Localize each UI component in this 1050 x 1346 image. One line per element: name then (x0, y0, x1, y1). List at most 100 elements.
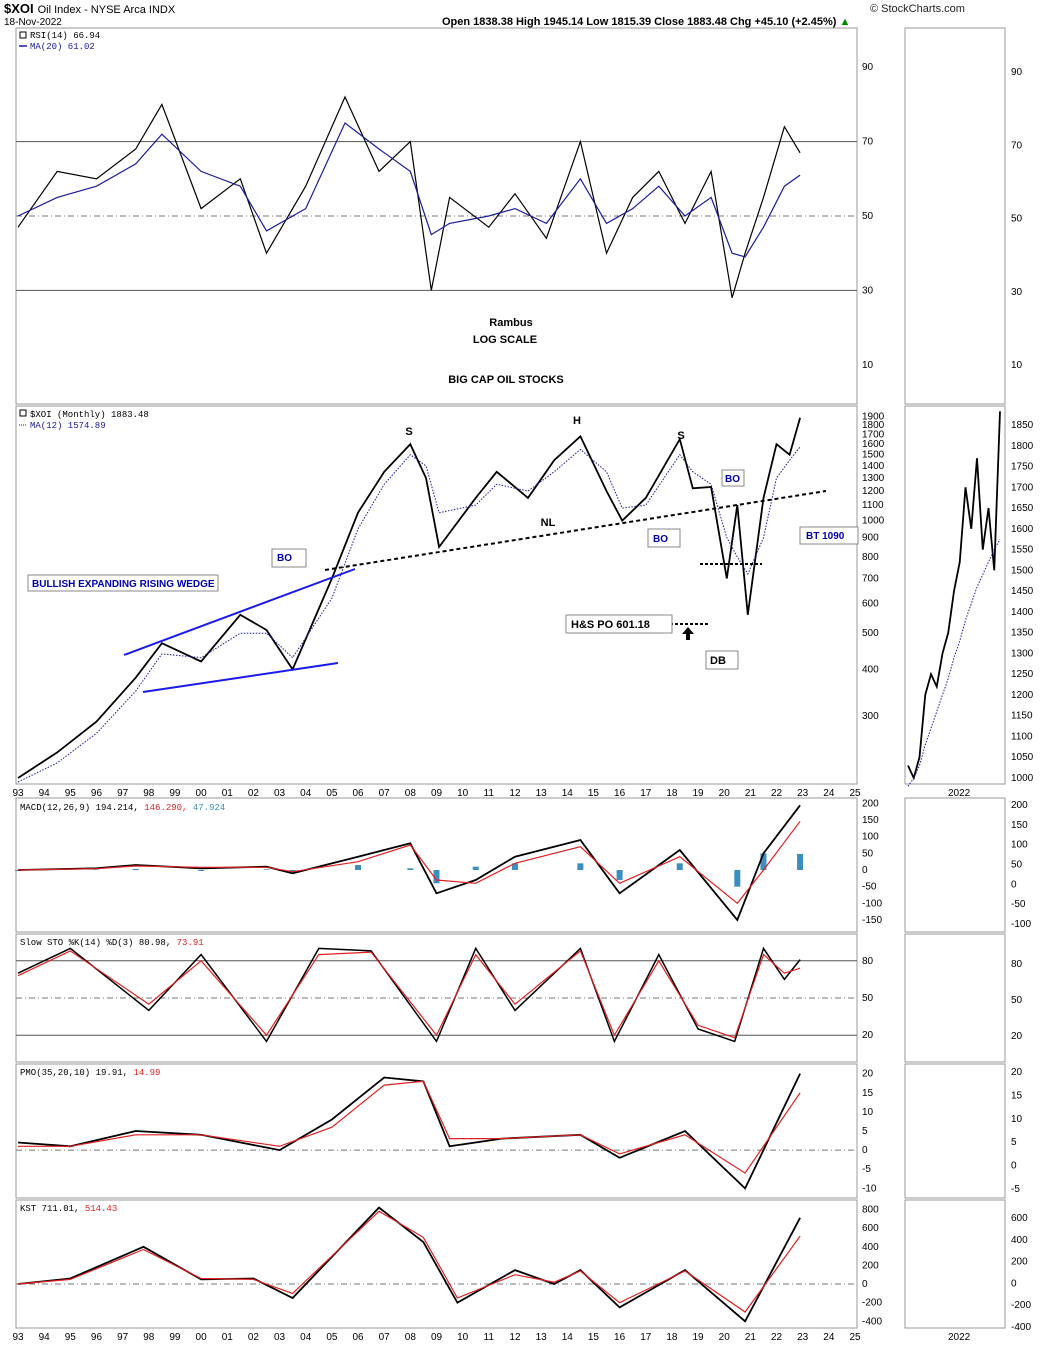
x-tick-label: 15 (588, 1332, 600, 1343)
side-macd-tick: 50 (1011, 860, 1023, 871)
side-rsi-tick: 70 (1011, 140, 1023, 151)
price-ytick-label: 1200 (862, 486, 885, 497)
x-tick-label: 94 (39, 1332, 51, 1343)
price-panel (15, 405, 858, 785)
x-tick-label: 05 (326, 788, 338, 799)
side-pmo-tick: 0 (1011, 1161, 1017, 1172)
kst-ytick-label: 600 (862, 1223, 879, 1234)
x-tick-label: 21 (745, 1332, 757, 1343)
x-tick-label: 10 (457, 788, 469, 799)
x-tick-label: 19 (693, 788, 705, 799)
wedge-lines (123, 568, 356, 693)
macd-hist-bar (433, 870, 440, 884)
price-ytick-label: 1800 (862, 420, 885, 431)
macd-legend-name: MACD(12,26,9) (20, 803, 90, 813)
x-tick-label: 10 (457, 1332, 469, 1343)
chart-date: 18-Nov-2022 (4, 17, 62, 28)
rsi-ytick-label: 70 (862, 137, 874, 148)
note-log-scale: LOG SCALE (473, 334, 537, 346)
rsi-series-line-1 (17, 95, 801, 298)
rsi-legend-label: RSI(14) 66.94 (30, 31, 100, 41)
side-rsi-panel (904, 27, 1006, 405)
wedge-label: BULLISH EXPANDING RISING WEDGE (32, 579, 215, 590)
side-price-tick: 1300 (1011, 648, 1034, 659)
bo-label-1: BO (277, 553, 292, 564)
kst-ytick-label: 800 (862, 1204, 879, 1215)
bt-label: BT 1090 (806, 531, 845, 542)
x-tick-label: 20 (719, 788, 731, 799)
x-tick-label: 95 (65, 1332, 77, 1343)
x-tick-label: 24 (823, 1332, 835, 1343)
pmo-ytick-label: -10 (862, 1183, 877, 1194)
ohlc-values: Open 1838.38 High 1945.14 Low 1815.39 Cl… (442, 16, 837, 28)
side-price-tick: 1750 (1011, 462, 1034, 473)
side-pmo-tick: 20 (1011, 1067, 1023, 1078)
x-tick-label: 04 (300, 1332, 312, 1343)
x-tick-label: 22 (771, 1332, 783, 1343)
macd-hist-bar (407, 868, 414, 870)
x-tick-label: 14 (562, 788, 574, 799)
rsi-legend: RSI(14) 66.94 MA(20) 61.02 (19, 31, 100, 52)
price-legend-label: $XOI (Monthly) 1883.48 (30, 410, 149, 420)
price-ytick-label: 900 (862, 533, 879, 544)
bt-callout: BT 1090 (799, 526, 859, 545)
price-ytick-label: 500 (862, 628, 879, 639)
x-tick-label: 98 (143, 1332, 155, 1343)
x-tick-label: 93 (12, 788, 24, 799)
stoch-legend: Slow STO %K(14) %D(3) 80.98, 73.91 (20, 938, 204, 948)
kst-legend-v2: 514.43 (85, 1204, 117, 1214)
side-kst-panel (904, 1199, 1006, 1329)
kst-ytick-label: -200 (862, 1298, 882, 1309)
side-price-tick: 1150 (1011, 711, 1033, 722)
side-kst-tick: 600 (1011, 1213, 1028, 1224)
side-price-tick: 1250 (1011, 669, 1034, 680)
pmo-panel (15, 1063, 858, 1199)
kst-ytick-label: 200 (862, 1260, 879, 1271)
ohlc-readout: Open 1838.38 High 1945.14 Low 1815.39 Cl… (442, 16, 850, 28)
x-tick-label: 07 (379, 1332, 391, 1343)
wedge-upper-line (123, 568, 356, 656)
price-ma-legend-label: MA(12) 1574.89 (30, 421, 106, 431)
price-ytick-label: 1300 (862, 473, 885, 484)
macd-ytick-label: 200 (862, 798, 879, 809)
macd-ytick-label: -150 (862, 915, 882, 926)
pmo-legend-v2: 14.99 (133, 1068, 160, 1078)
x-tick-label: 00 (196, 788, 208, 799)
pmo-legend-v1: 19.91, (96, 1068, 128, 1078)
macd-hist-bar (472, 866, 479, 870)
x-tick-label: 25 (849, 788, 861, 799)
macd-ytick-label: 50 (862, 848, 874, 859)
x-tick-label: 09 (431, 788, 443, 799)
x-tick-label: 06 (352, 788, 364, 799)
side-price-tick: 1050 (1011, 752, 1034, 763)
label-s-right: S (677, 430, 684, 442)
bo-callout-2: BO (647, 528, 681, 548)
price-ytick-label: 1000 (862, 516, 885, 527)
side-pmo-tick: 10 (1011, 1114, 1023, 1125)
rsi-ma-legend-label: MA(20) 61.02 (30, 42, 95, 52)
macd-legend-v3: 47.924 (193, 803, 225, 813)
side-macd-tick: 200 (1011, 800, 1028, 811)
pmo-ytick-label: 0 (862, 1145, 868, 1156)
macd-ytick-label: -50 (862, 882, 877, 893)
macd-hist-bar (198, 870, 205, 871)
x-tick-label: 15 (588, 788, 600, 799)
x-axis-ticks: 93 93 94 94 95 95 96 96 97 97 98 98 99 99 00 00 01 01 02 02… (12, 788, 861, 1343)
kst-legend: KST 711.01, 514.43 (20, 1204, 117, 1214)
side-price-tick: 1200 (1011, 690, 1034, 701)
side-pmo-tick: -5 (1011, 1184, 1020, 1195)
price-ytick-label: 1600 (862, 439, 885, 450)
bo-label-2: BO (653, 534, 668, 545)
macd-series-line-1 (17, 804, 801, 922)
price-ytick-label: 1100 (862, 500, 884, 511)
side-price-tick: 1800 (1011, 441, 1034, 452)
macd-hist-bar (577, 863, 584, 870)
side-kst-tick: -200 (1011, 1300, 1031, 1311)
side-stoch-tick: 50 (1011, 995, 1023, 1006)
wedge-lower-line (142, 662, 339, 693)
price-ytick-label: 400 (862, 664, 879, 675)
note-big-cap: BIG CAP OIL STOCKS (448, 374, 564, 386)
x-tick-label: 06 (352, 1332, 364, 1343)
x-tick-label: 02 (248, 1332, 260, 1343)
x-tick-label: 03 (274, 788, 286, 799)
